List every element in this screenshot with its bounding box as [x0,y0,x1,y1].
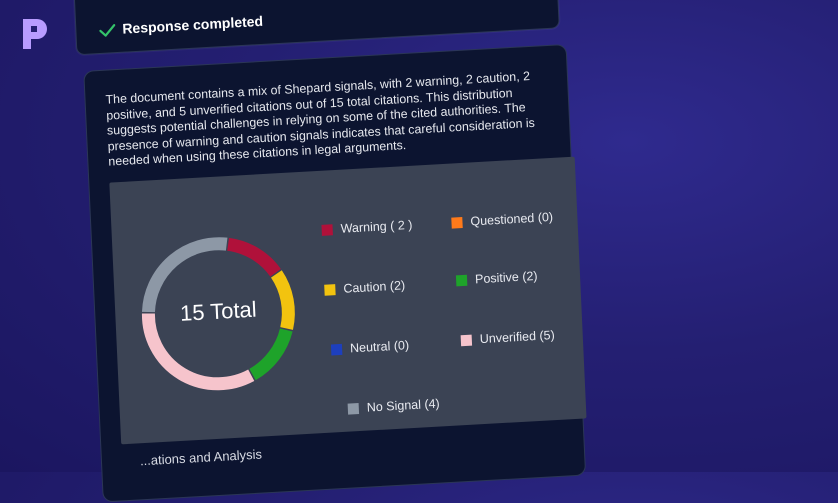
legend-label-positive: Positive (2) [474,268,538,287]
legend-label-caution: Caution (2) [343,278,406,296]
legend-swatch-caution [324,283,336,296]
logo-icon [23,19,47,49]
legend-label-neutral: Neutral (0) [349,338,410,356]
legend-questioned: Questioned (0) [451,210,553,230]
donut-segment-caution [270,270,295,330]
legend-swatch-no-signal [347,402,360,415]
legend-unverified: Unverified (5) [460,328,556,347]
section-heading: ...ations and Analysis [139,446,263,469]
legend-label-warning: Warning ( 2 ) [340,217,413,236]
legend-warning: Warning ( 2 ) [321,217,413,237]
response-status-bar[interactable]: Response completed [73,0,560,56]
donut-segment-positive [249,328,293,381]
legend-label-no-signal: No Signal (4) [366,396,440,415]
donut-segment-warning [226,237,281,277]
response-status-label: Response completed [121,12,264,37]
legend-positive: Positive (2) [455,268,538,288]
legend-swatch-neutral [330,343,343,355]
legend-neutral: Neutral (0) [330,338,410,356]
legend-caution: Caution (2) [324,278,405,296]
check-icon [99,24,116,37]
legend-swatch-unverified [460,334,473,346]
donut-segment-no-signal [141,237,228,313]
legend-swatch-warning [321,223,333,236]
shepard-signal-chart: 15 Total Warning ( 2 ) Questioned (0) Ca… [109,156,587,445]
donut-segment-unverified [141,313,255,391]
legend-swatch-questioned [451,216,463,229]
result-card: The document contains a mix of Shepard s… [83,43,587,503]
app-logo [20,16,52,52]
legend-no-signal: No Signal (4) [347,396,440,416]
donut-chart [141,237,295,391]
summary-text: The document contains a mix of Shepard s… [105,69,536,169]
chat-response-area: Response completed The document contains… [62,0,643,503]
legend-label-questioned: Questioned (0) [470,209,554,229]
legend-label-unverified: Unverified (5) [479,328,556,347]
legend-swatch-positive [455,274,468,286]
